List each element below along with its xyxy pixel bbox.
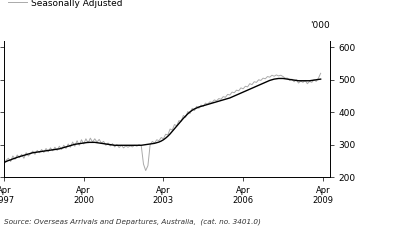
Text: Source: Overseas Arrivals and Departures, Australia,  (cat. no. 3401.0): Source: Overseas Arrivals and Departures…	[4, 218, 261, 225]
Legend: Trend, Seasonally Adjusted: Trend, Seasonally Adjusted	[8, 0, 123, 7]
Text: '000: '000	[310, 21, 330, 30]
